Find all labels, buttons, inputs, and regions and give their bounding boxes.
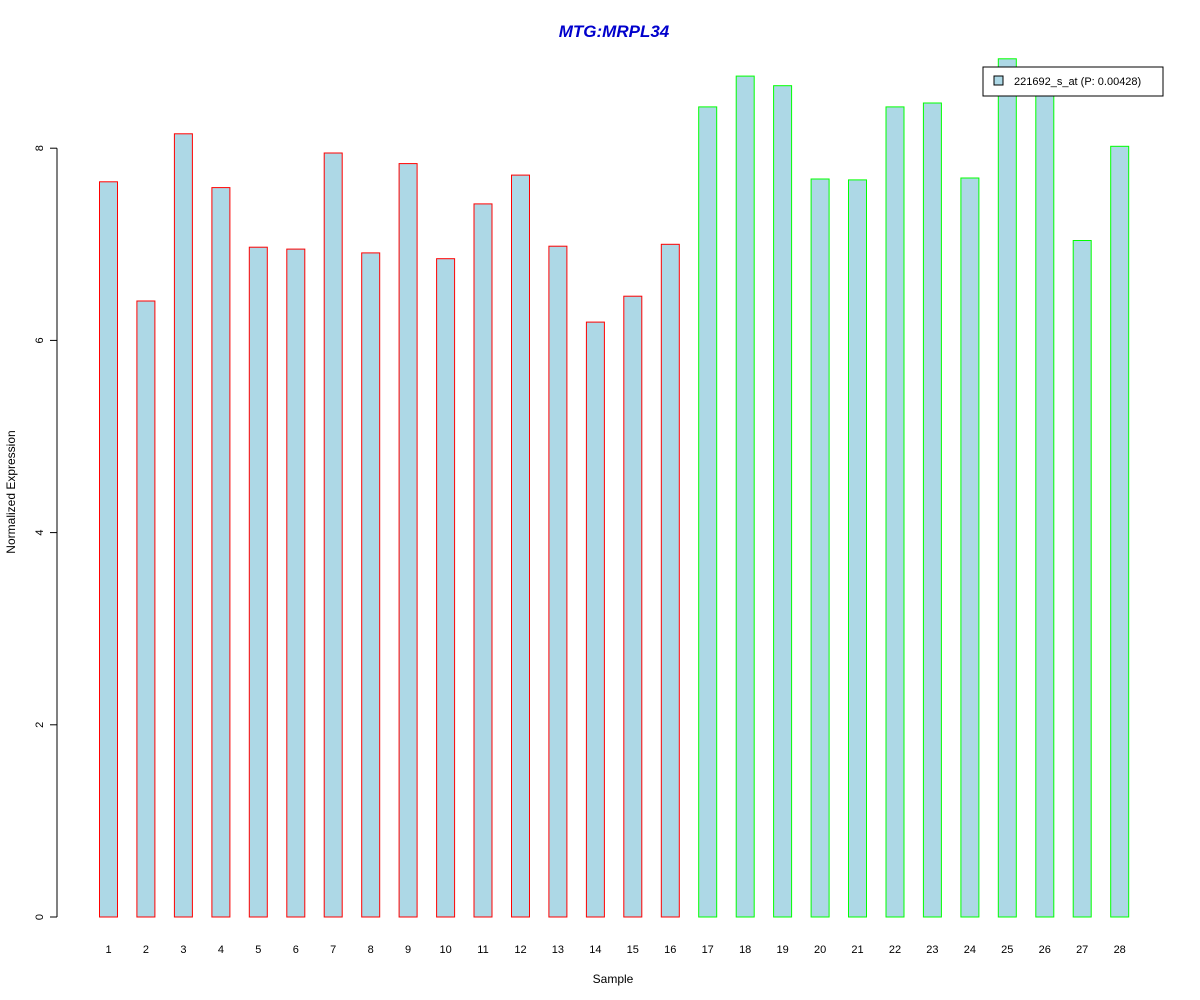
- x-tick-label: 3: [180, 944, 186, 956]
- x-tick-label: 20: [814, 944, 826, 956]
- x-tick-label: 12: [514, 944, 526, 956]
- x-tick-label: 1: [105, 944, 111, 956]
- x-axis-label: Sample: [593, 972, 634, 986]
- x-tick-label: 24: [964, 944, 976, 956]
- legend-swatch: [993, 75, 1004, 86]
- bar-sample-1: [99, 181, 118, 918]
- y-axis: 0 2 4 6 8: [34, 145, 58, 920]
- bar-sample-26: [1035, 88, 1055, 918]
- bar-sample-2: [136, 300, 156, 918]
- x-tick-label: 23: [926, 944, 938, 956]
- x-tick-label: 28: [1114, 944, 1126, 956]
- bar-sample-21: [848, 179, 867, 918]
- x-tick-label: 4: [218, 944, 224, 956]
- bar-sample-24: [960, 177, 980, 918]
- y-tick-label: 4: [34, 530, 46, 536]
- x-tick-label: 19: [776, 944, 788, 956]
- bars-group: [99, 58, 1130, 918]
- x-tick-label: 17: [702, 944, 714, 956]
- bar-sample-4: [211, 187, 231, 918]
- bar-sample-20: [810, 178, 830, 918]
- bar-sample-12: [511, 174, 530, 918]
- x-tick-label: 16: [664, 944, 676, 956]
- legend: 221692_s_at (P: 0.00428): [982, 66, 1164, 97]
- bar-sample-13: [548, 245, 568, 918]
- bar-sample-28: [1110, 145, 1130, 918]
- x-tick-label: 10: [439, 944, 451, 956]
- chart-title: MTG:MRPL34: [559, 22, 670, 41]
- y-tick-label: 0: [34, 914, 46, 920]
- x-tick-label: 22: [889, 944, 901, 956]
- x-tick-label: 27: [1076, 944, 1088, 956]
- bar-sample-14: [585, 321, 605, 918]
- y-tick-label: 2: [34, 722, 46, 728]
- x-tick-label: 18: [739, 944, 751, 956]
- bar-sample-6: [286, 248, 306, 918]
- bar-sample-3: [173, 133, 193, 918]
- x-tick-label: 13: [552, 944, 564, 956]
- x-tick-label: 7: [330, 944, 336, 956]
- bar-sample-25: [997, 58, 1017, 918]
- x-tick-label: 15: [627, 944, 639, 956]
- x-tick-label: 25: [1001, 944, 1013, 956]
- y-tick-label: 8: [34, 145, 46, 151]
- x-tick-label: 14: [589, 944, 601, 956]
- bar-sample-19: [773, 85, 793, 918]
- bar-sample-18: [735, 75, 755, 918]
- bar-sample-27: [1072, 240, 1092, 918]
- legend-box: [982, 66, 1164, 97]
- bar-sample-9: [398, 163, 418, 918]
- x-tick-label: 11: [477, 944, 488, 956]
- x-tick-label: 9: [405, 944, 411, 956]
- x-tick-label: 5: [255, 944, 261, 956]
- bar-sample-5: [248, 246, 268, 918]
- bar-sample-16: [660, 243, 680, 918]
- x-tick-label: 21: [851, 944, 863, 956]
- x-tick-label: 8: [368, 944, 374, 956]
- x-tick-labels: 1 2 3 4 5 6 7 8 9 10 11 12 13 14 15 16 17 18 19 20 21 22 23 24 2…: [105, 944, 1125, 956]
- legend-label: 221692_s_at (P: 0.00428): [1014, 76, 1141, 88]
- bar-sample-8: [361, 252, 381, 918]
- x-tick-label: 2: [143, 944, 149, 956]
- x-tick-label: 26: [1039, 944, 1051, 956]
- y-tick-label: 6: [34, 337, 46, 343]
- bar-sample-15: [623, 295, 643, 918]
- bar-sample-7: [323, 152, 343, 918]
- bar-sample-10: [436, 258, 456, 918]
- y-axis-label: Normalized Expression: [4, 430, 18, 553]
- bar-sample-23: [922, 102, 942, 918]
- bar-sample-22: [885, 106, 905, 918]
- bar-sample-11: [473, 203, 493, 918]
- x-tick-label: 6: [293, 944, 299, 956]
- bar-sample-17: [698, 106, 718, 918]
